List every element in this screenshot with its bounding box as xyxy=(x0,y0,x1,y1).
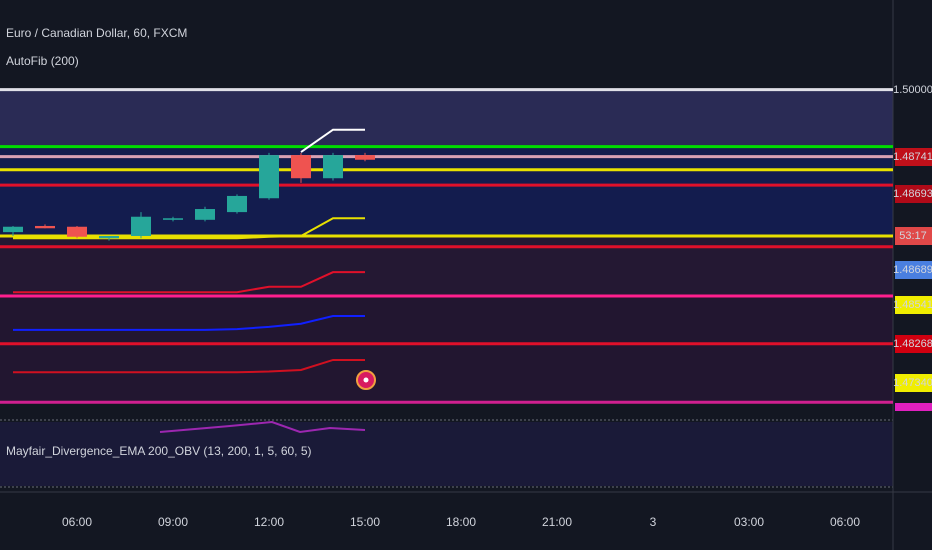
candle-body xyxy=(355,155,375,160)
x-tick-label: 12:00 xyxy=(254,515,284,529)
price-label: 1.48741 xyxy=(893,151,932,163)
price-label-bg xyxy=(895,261,932,279)
symbol-title: Euro / Canadian Dollar, 60, FXCM xyxy=(6,26,187,40)
candle-body xyxy=(227,195,247,213)
candle-body xyxy=(323,155,343,179)
candle-body xyxy=(195,209,215,220)
x-tick-label: 18:00 xyxy=(446,515,476,529)
overlay-label: AutoFib (200) xyxy=(6,54,79,68)
price-label: 1.47340 xyxy=(893,377,932,389)
indicator-line xyxy=(13,217,365,240)
price-label-bg xyxy=(895,374,932,392)
price-label: 1.48268 xyxy=(893,338,932,350)
price-label-bg xyxy=(895,148,932,166)
x-tick-label: 06:00 xyxy=(62,515,92,529)
candle-body xyxy=(163,218,183,220)
plot xyxy=(0,88,893,404)
price-label-bg xyxy=(895,403,932,411)
indicator-pane xyxy=(0,422,893,486)
x-tick-label: 15:00 xyxy=(350,515,380,529)
indicator-line xyxy=(159,420,366,434)
price-label-bg xyxy=(895,335,932,353)
price-label: 53:17 xyxy=(899,230,927,242)
price-label: 1.50000 xyxy=(893,84,932,96)
zone xyxy=(0,296,893,402)
candle-body xyxy=(35,225,55,229)
candle-body xyxy=(291,155,311,179)
x-tick-label: 06:00 xyxy=(830,515,860,529)
candle-body xyxy=(99,235,119,239)
signal-dot xyxy=(363,377,369,383)
x-tick-label: 3 xyxy=(650,515,657,529)
candle-body xyxy=(131,216,151,236)
zone xyxy=(0,236,893,296)
x-tick-label: 09:00 xyxy=(158,515,188,529)
price-label-bg xyxy=(895,185,932,203)
indicator-line xyxy=(13,315,365,331)
x-tick-label: 21:00 xyxy=(542,515,572,529)
price-label: 1.48689 xyxy=(893,264,932,276)
indicator-line xyxy=(13,358,365,374)
indicator-line xyxy=(13,271,365,294)
zone xyxy=(0,90,893,147)
price-scale: 06:00 09:00 12:00 15:00 18:00 21:00 3 03:00 06:0… xyxy=(62,81,932,529)
indicator-line xyxy=(300,128,365,153)
price-label-bg xyxy=(895,81,932,99)
price-label-bg xyxy=(895,227,932,245)
candle-body xyxy=(3,226,23,233)
candle-body xyxy=(67,226,87,237)
x-tick-label: 03:00 xyxy=(734,515,764,529)
price-label: 1.48541 xyxy=(893,299,932,311)
price-label-bg xyxy=(895,296,932,314)
price-label: 1.48693 xyxy=(893,188,932,200)
indicator-label: Mayfair_Divergence_EMA 200_OBV (13, 200,… xyxy=(6,444,312,458)
candle-body xyxy=(259,155,279,199)
